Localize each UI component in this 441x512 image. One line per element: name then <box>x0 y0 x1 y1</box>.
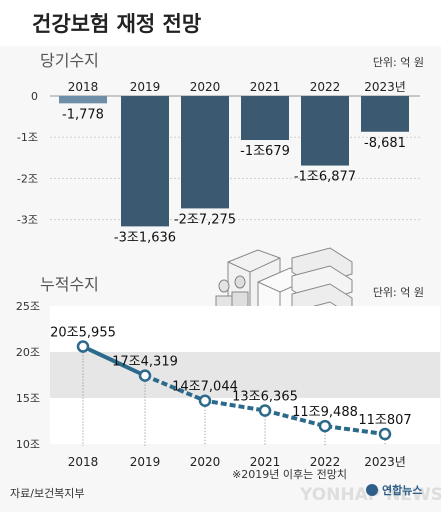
line-chart-unit: 단위: 억 원 <box>373 286 424 299</box>
line-band <box>50 306 440 352</box>
bar-chart-unit: 단위: 억 원 <box>373 56 424 69</box>
bar-category-label: 2019 <box>130 80 161 94</box>
source: 자료/보건복지부 <box>10 487 85 500</box>
bar-2021 <box>241 96 289 141</box>
line-value-label: 17조4,319 <box>112 355 178 370</box>
line-chart-title: 누적수지 <box>40 275 99 294</box>
bar-chart-grid <box>50 95 420 221</box>
line-category-label: 2021 <box>250 455 281 469</box>
bar-2020 <box>181 96 229 209</box>
line-value-label: 13조6,365 <box>232 390 298 405</box>
brand-logo-icon <box>366 484 378 496</box>
line-value-label: 14조7,044 <box>172 380 238 395</box>
bar-2023년 <box>361 96 409 132</box>
bar-value-label: -2조7,275 <box>174 212 236 227</box>
bar-category-label: 2022 <box>310 80 341 94</box>
bar-y-tick-label: -3조 <box>17 214 38 227</box>
bar-value-label: -1조6,877 <box>294 170 356 185</box>
bar-chart-title: 당기수지 <box>40 51 99 70</box>
line-chart-value-labels: 20조5,955 17조4,319 14조7,04413조6,36511조9,488… <box>50 326 412 429</box>
line-band <box>50 398 440 444</box>
line-category-label: 2020 <box>190 455 221 469</box>
bar-value-label: -8,681 <box>364 136 406 151</box>
brand-logo: 연합뉴스 <box>366 483 422 497</box>
bar-chart-y-ticks: 0 -1조 -2조 -3조 <box>17 90 38 227</box>
bar-chart-categories: 2018 2019 2020 2021 2022 2023년 <box>68 80 406 94</box>
line-chart-series <box>82 344 386 437</box>
line-value-label: 11조9,488 <box>292 405 358 420</box>
line-y-tick-label: 25조 <box>16 300 40 313</box>
line-value-label: 11조807 <box>358 413 411 428</box>
line-series-projected <box>144 373 386 437</box>
bar-value-label: -1,778 <box>62 107 104 122</box>
line-y-tick-label: 15조 <box>16 392 40 405</box>
bar-2019 <box>121 96 169 227</box>
line-point <box>198 394 212 407</box>
line-point <box>258 404 272 417</box>
line-point <box>378 427 392 441</box>
bar-2022 <box>301 96 349 166</box>
line-y-tick-label: 20조 <box>16 346 40 359</box>
brand-name: 연합뉴스 <box>382 483 422 497</box>
line-point <box>138 369 152 382</box>
line-category-label: 2018 <box>68 455 99 469</box>
line-category-label: 2019 <box>130 455 161 469</box>
bar-y-tick-label: 0 <box>31 90 38 103</box>
footnote: ※2019년 이후는 전망치 <box>232 468 347 481</box>
bar-category-label: 2020 <box>190 80 221 94</box>
line-chart-y-ticks: 10조 15조 20조 25조 <box>16 300 40 451</box>
line-category-label: 2023년 <box>364 455 406 469</box>
bar-category-label: 2021 <box>250 80 281 94</box>
bar-y-tick-label: -1조 <box>17 131 38 144</box>
line-category-label: 2022 <box>310 455 341 469</box>
bar-category-label: 2018 <box>68 80 99 94</box>
line-chart-bands <box>50 306 440 444</box>
line-y-tick-label: 10조 <box>16 438 40 451</box>
bar-value-label: -3조1,636 <box>114 230 176 245</box>
bar-category-label: 2023년 <box>364 80 406 94</box>
line-chart-points <box>76 340 392 441</box>
line-series-actual <box>82 344 146 378</box>
line-point <box>76 340 90 353</box>
page-title: 건강보험 재정 전망 <box>32 12 201 36</box>
line-value-label: 20조5,955 <box>50 326 116 341</box>
bar-chart-bars <box>59 96 409 227</box>
line-point <box>318 419 332 433</box>
bar-chart-value-labels: -1,778 -3조1,636 -2조7,275 -1조679 -1조6,877 -8,6… <box>62 107 406 245</box>
bar-value-label: -1조679 <box>240 144 290 159</box>
line-chart-categories: 2018 2019 2020 2021 2022 2023년 <box>68 455 406 469</box>
bar-2018 <box>59 96 107 104</box>
bar-y-tick-label: -2조 <box>17 172 38 185</box>
